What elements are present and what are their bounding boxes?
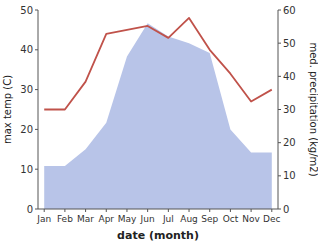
y-tick-label: 0 [27, 204, 33, 215]
x-tick [64, 209, 65, 212]
x-tick [251, 209, 252, 212]
y-tick [35, 129, 38, 130]
precipitation-area [44, 23, 272, 209]
y-tick-label: 30 [20, 84, 33, 95]
y-tick-label: 50 [20, 5, 33, 16]
x-tick [189, 209, 190, 212]
y2-tick-label: 30 [283, 104, 296, 115]
x-tick [209, 209, 210, 212]
x-tick-label: Aug [180, 214, 198, 224]
x-tick-label: Mar [77, 214, 94, 224]
y-tick-label: 20 [20, 124, 33, 135]
y2-tick-label: 0 [283, 204, 289, 215]
y2-tick-label: 40 [283, 71, 296, 82]
y-tick [35, 10, 38, 11]
y-axis-line [38, 10, 39, 209]
x-tick-label: Feb [57, 214, 73, 224]
y-tick-label: 40 [20, 44, 33, 55]
y-tick-label: 10 [20, 164, 33, 175]
y2-tick-label: 50 [283, 38, 296, 49]
x-tick [271, 209, 272, 212]
y-tick [35, 169, 38, 170]
y-tick [35, 89, 38, 90]
x-tick-label: Nov [242, 214, 260, 224]
x-tick [106, 209, 107, 212]
x-axis-line [38, 209, 278, 210]
x-tick-label: Jul [162, 214, 174, 224]
y2-tick [278, 43, 281, 44]
y2-tick [278, 175, 281, 176]
x-tick [168, 209, 169, 212]
x-tick-label: Jan [36, 214, 51, 224]
x-tick [85, 209, 86, 212]
x-tick-label: May [118, 214, 137, 224]
chart: JanFebMarAprMayJunJulAugSepOctNovDec0102… [0, 0, 318, 247]
x-tick-label: Apr [98, 214, 114, 224]
y2-tick-label: 60 [283, 5, 296, 16]
x-tick [126, 209, 127, 212]
y2-tick [278, 109, 281, 110]
y2-tick [278, 10, 281, 11]
y2-tick [278, 142, 281, 143]
x-tick [147, 209, 148, 212]
y2-tick-label: 10 [283, 170, 296, 181]
x-tick [230, 209, 231, 212]
y2-axis-label: med. precipitation (kg/m2) [308, 42, 318, 176]
plot-area [44, 18, 272, 209]
x-tick-label: Jun [140, 214, 155, 224]
y2-tick [278, 209, 281, 210]
y2-tick [278, 76, 281, 77]
temperature-line [44, 18, 272, 110]
x-axis-label: date (month) [117, 229, 199, 242]
x-tick-label: Oct [223, 214, 239, 224]
y-tick [35, 49, 38, 50]
x-tick-label: Sep [201, 214, 218, 224]
x-tick-label: Dec [263, 214, 280, 224]
y-tick [35, 209, 38, 210]
y-axis-label: max temp (C) [2, 75, 13, 144]
x-tick [44, 209, 45, 212]
y2-tick-label: 20 [283, 137, 296, 148]
